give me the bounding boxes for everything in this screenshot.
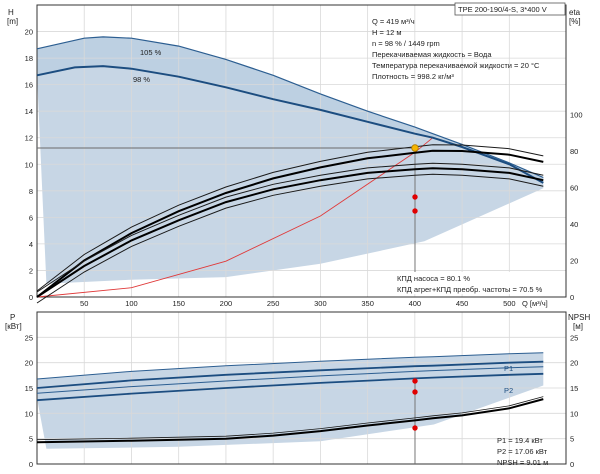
speed-range-envelope bbox=[37, 36, 544, 284]
eta-pump-text: КПД насоса = 80.1 % bbox=[397, 274, 470, 283]
y-tick-left: 15 bbox=[25, 384, 33, 393]
y-tick-left: 2 bbox=[29, 266, 33, 275]
chart-title: TPE 200-190/4-S, 3*400 V bbox=[458, 5, 547, 14]
liquid-text: Перекачиваемая жидкость = Вода bbox=[372, 50, 492, 59]
power-npsh-panel: 0 5 10 15 20 25 0 5 10 15 20 25 P [кВт] NPSH [м] P1… bbox=[5, 311, 590, 469]
y-axis-unit-right: [%] bbox=[569, 17, 581, 26]
y-tick-right: 60 bbox=[570, 184, 578, 193]
label-105: 105 % bbox=[140, 48, 162, 57]
x-tick: 50 bbox=[80, 299, 88, 308]
y-tick-left: 8 bbox=[29, 187, 33, 196]
y-axis-title-left: P bbox=[10, 313, 15, 322]
y-tick-left: 0 bbox=[29, 293, 33, 302]
y-tick-right: 100 bbox=[570, 111, 583, 120]
y-tick-right: 15 bbox=[570, 384, 578, 393]
y-axis-title-left: H bbox=[8, 8, 14, 17]
y-tick-left: 20 bbox=[25, 359, 33, 368]
y-axis-unit-left: [кВт] bbox=[5, 322, 22, 331]
y-tick-left: 4 bbox=[29, 240, 33, 249]
y-tick-left: 16 bbox=[25, 81, 33, 90]
y-tick-left: 10 bbox=[25, 409, 33, 418]
x-tick: 200 bbox=[220, 299, 233, 308]
y-tick-right: 20 bbox=[570, 359, 578, 368]
y-tick-right: 0 bbox=[570, 460, 574, 469]
npsh-curve bbox=[36, 398, 544, 444]
duty-point-info: Q = 419 м³/ч H = 12 м n = 98 % / 1449 rp… bbox=[372, 17, 540, 81]
y-tick-right: 25 bbox=[570, 333, 578, 342]
y-axis-title-right: eta bbox=[569, 8, 581, 17]
npsh-curve-upper bbox=[36, 396, 544, 441]
eta-total-text: КПД агрег+КПД преобр. частоты = 70.5 % bbox=[397, 285, 543, 294]
flow-rate-text: Q = 419 м³/ч bbox=[372, 17, 415, 26]
x-tick: 400 bbox=[409, 299, 422, 308]
x-tick: 350 bbox=[361, 299, 374, 308]
y-tick-left: 10 bbox=[25, 160, 33, 169]
p1-marker bbox=[412, 378, 418, 384]
operating-point-marker bbox=[411, 144, 419, 152]
x-tick: 300 bbox=[314, 299, 327, 308]
title-box bbox=[454, 2, 566, 16]
p1-curve bbox=[36, 360, 544, 389]
y-tick-right: 10 bbox=[570, 409, 578, 418]
temperature-text: Температура перекачиваемой жидкости = 20… bbox=[372, 61, 540, 70]
y-tick-left: 5 bbox=[29, 435, 33, 444]
x-tick: 500 bbox=[503, 299, 516, 308]
p2-curve bbox=[36, 372, 544, 402]
x-tick: 450 bbox=[456, 299, 469, 308]
y-axis-title-right: NPSH bbox=[568, 313, 590, 322]
y-tick-right: 80 bbox=[570, 147, 578, 156]
y-tick-left: 20 bbox=[25, 28, 33, 37]
npsh-text: NPSH = 9.01 м bbox=[497, 458, 548, 467]
efficiency-text-bg bbox=[393, 272, 563, 294]
y-tick-left: 6 bbox=[29, 213, 33, 222]
y-tick-left: 12 bbox=[25, 134, 33, 143]
plot-frame bbox=[36, 4, 567, 298]
p2-label: P2 bbox=[504, 386, 513, 395]
y-tick-left: 14 bbox=[25, 107, 33, 116]
efficiency-curve-total bbox=[36, 167, 544, 298]
label-98: 98 % bbox=[133, 75, 150, 84]
head-curve-105 bbox=[36, 36, 544, 179]
efficiency-curve-upper bbox=[36, 144, 544, 292]
p2-max-curve bbox=[36, 366, 544, 394]
npsh-marker bbox=[412, 425, 418, 431]
efficiency-curve-lower bbox=[36, 173, 544, 304]
p1-label: P1 bbox=[504, 364, 513, 373]
efficiency-curve-pump bbox=[36, 149, 544, 298]
head-text: H = 12 м bbox=[372, 28, 402, 37]
y-tick-right: 40 bbox=[570, 220, 578, 229]
eta-total-marker bbox=[412, 208, 418, 214]
efficiency-curve-middle bbox=[36, 162, 544, 293]
p1-max-curve bbox=[36, 352, 544, 380]
y-axis-unit-left: [m] bbox=[7, 17, 18, 26]
y-axis-unit-right: [м] bbox=[573, 322, 583, 331]
density-text: Плотность = 998.2 кг/м³ bbox=[372, 72, 454, 81]
x-axis-title: Q [м³/ч] bbox=[522, 299, 548, 308]
y-tick-right: 20 bbox=[570, 257, 578, 266]
speed-text: n = 98 % / 1449 rpm bbox=[372, 39, 440, 48]
eta-pump-marker bbox=[412, 194, 418, 200]
power-envelope bbox=[37, 352, 544, 449]
x-tick: 100 bbox=[125, 299, 138, 308]
y-tick-left: 18 bbox=[25, 54, 33, 63]
p2-marker bbox=[412, 389, 418, 395]
y-tick-right: 0 bbox=[570, 293, 574, 302]
x-tick: 150 bbox=[172, 299, 185, 308]
x-tick: 250 bbox=[267, 299, 280, 308]
p1-text: P1 = 19.4 кВт bbox=[497, 436, 543, 445]
y-tick-left: 25 bbox=[25, 333, 33, 342]
y-tick-right: 5 bbox=[570, 435, 574, 444]
p2-text: P2 = 17.06 кВт bbox=[497, 447, 548, 456]
y-tick-left: 0 bbox=[29, 460, 33, 469]
